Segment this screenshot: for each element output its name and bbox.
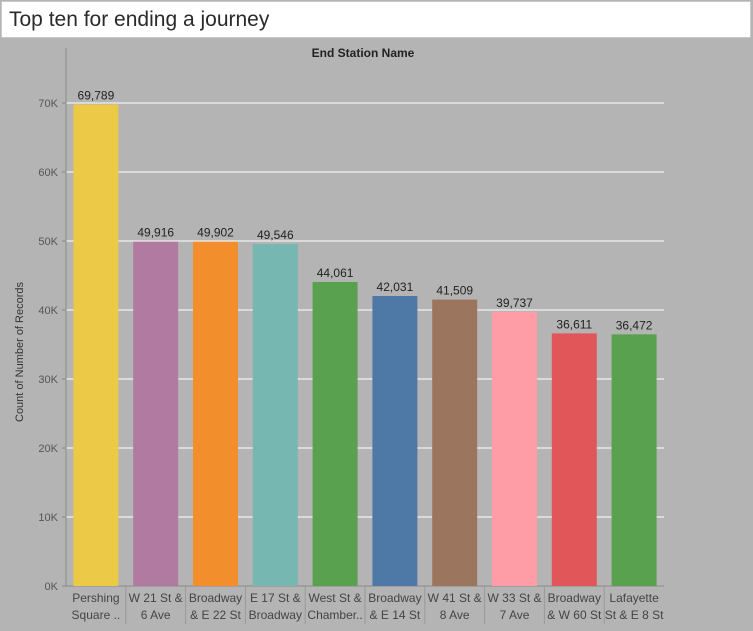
x-tick-label: 7 Ave	[500, 608, 530, 622]
y-tick-label: 10K	[38, 512, 58, 524]
x-tick-label: W 33 St &	[487, 591, 541, 605]
data-label: 39,737	[496, 296, 533, 310]
x-tick-label: St & E 8 St	[605, 608, 664, 622]
chart-area: End Station Name 0K 10K 20K 30K 40K 50K 60K 70K C…	[0, 38, 753, 631]
x-tick-label: W 21 St &	[129, 591, 183, 605]
chart-header-title: End Station Name	[312, 46, 415, 60]
x-tick-label: Broadway	[368, 591, 421, 605]
y-tick-label: 40K	[38, 305, 58, 317]
x-tick-label: 8 Ave	[440, 608, 470, 622]
x-tick-label: Pershing	[72, 591, 119, 605]
x-tick-label: & W 60 St	[547, 608, 602, 622]
bar[interactable]	[611, 334, 657, 586]
data-label: 49,546	[257, 228, 294, 242]
y-tick-label: 50K	[38, 236, 58, 248]
bar[interactable]	[252, 244, 298, 586]
x-tick-label: 6 Ave	[141, 608, 171, 622]
bar[interactable]	[551, 333, 597, 586]
y-tick-label: 0K	[45, 581, 59, 593]
bar[interactable]	[193, 241, 238, 586]
x-tick-label: Broadway	[548, 591, 601, 605]
x-tick-label: & E 14 St	[370, 608, 421, 622]
x-tick-label: Broadway	[249, 608, 302, 622]
data-label: 69,789	[78, 88, 115, 102]
x-tick-label: W 41 St &	[428, 591, 482, 605]
y-tick-label: 70K	[38, 98, 58, 110]
bar-chart: End Station Name 0K 10K 20K 30K 40K 50K 60K 70K C…	[14, 46, 664, 624]
x-tick-label: Broadway	[189, 591, 242, 605]
y-axis-label: Count of Number of Records	[14, 281, 26, 422]
data-label: 41,509	[436, 284, 473, 298]
data-label: 49,902	[197, 226, 234, 240]
bar[interactable]	[372, 295, 418, 586]
x-tick-label: Chamber..	[307, 608, 362, 622]
x-tick-label: & E 22 St	[190, 608, 241, 622]
data-label: 42,031	[377, 280, 414, 294]
x-tick-label: E 17 St &	[250, 591, 301, 605]
title-bar: Top ten for ending a journey	[1, 1, 751, 38]
data-label: 36,611	[556, 317, 592, 331]
y-tick-label: 30K	[38, 374, 58, 386]
page-title: Top ten for ending a journey	[9, 8, 270, 31]
y-tick-label: 20K	[38, 443, 58, 455]
x-tick-label: West St &	[309, 591, 362, 605]
data-label: 49,916	[137, 226, 174, 240]
bar[interactable]	[492, 311, 537, 586]
bar[interactable]	[73, 104, 119, 586]
bar[interactable]	[312, 281, 358, 586]
data-label: 36,472	[616, 318, 653, 332]
bar[interactable]	[432, 299, 478, 586]
x-tick-label: Square ..	[72, 608, 121, 622]
x-tick-label: Lafayette	[609, 591, 659, 605]
y-tick-label: 60K	[38, 167, 58, 179]
bar[interactable]	[133, 241, 179, 587]
data-label: 44,061	[317, 266, 354, 280]
